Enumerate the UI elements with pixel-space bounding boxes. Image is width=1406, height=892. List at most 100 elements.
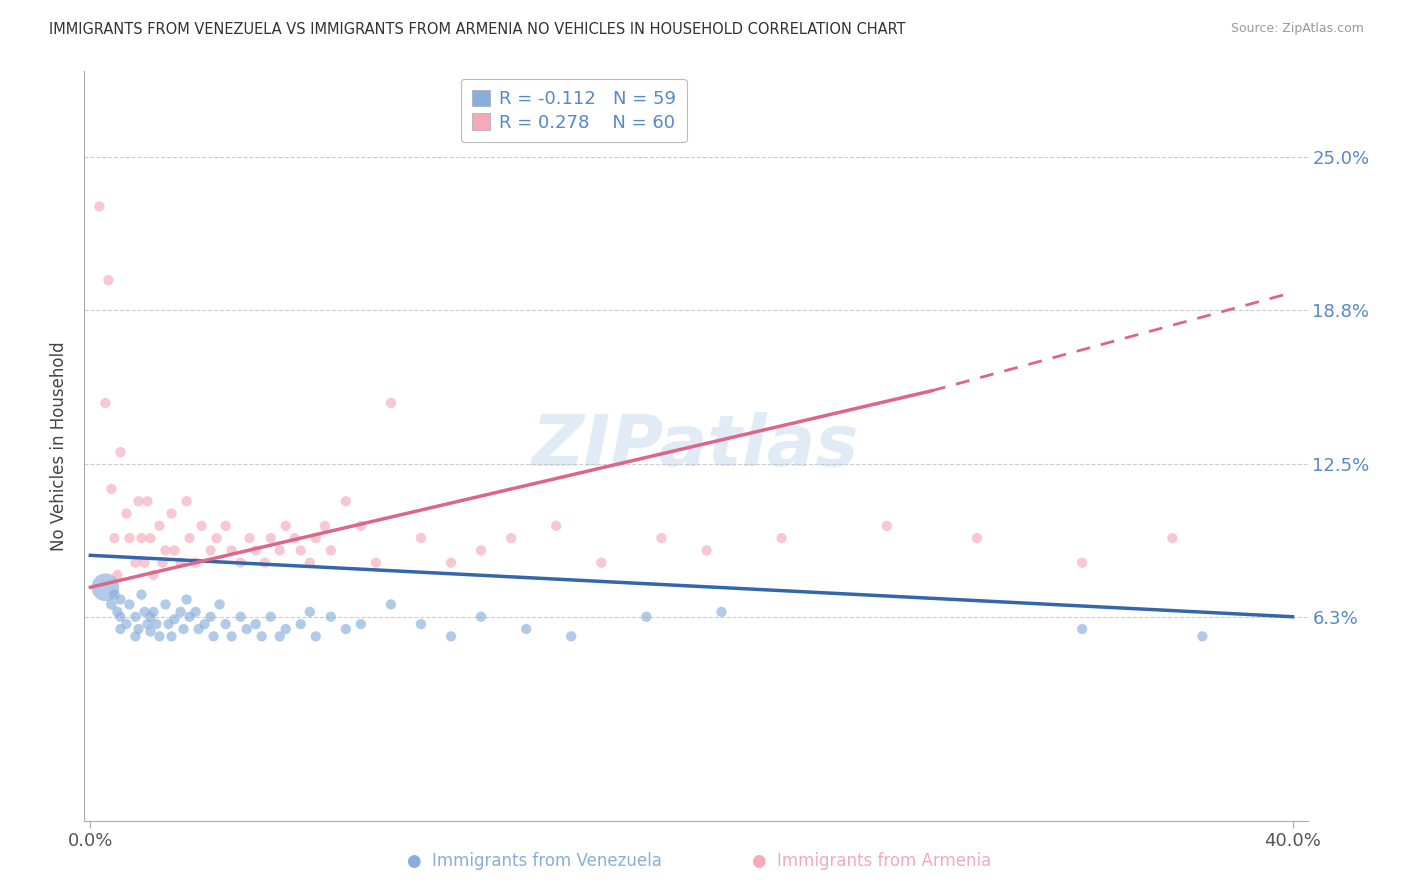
Point — [409, 531, 432, 545]
Point — [284, 531, 307, 545]
Point — [515, 622, 537, 636]
Point — [501, 531, 523, 545]
Point — [269, 629, 291, 643]
Point — [214, 617, 236, 632]
Point — [124, 629, 146, 643]
Point — [560, 629, 582, 643]
Text: ●  Immigrants from Armenia: ● Immigrants from Armenia — [752, 852, 991, 870]
Point — [160, 629, 183, 643]
Point — [94, 580, 117, 594]
Point — [155, 598, 177, 612]
Point — [200, 609, 222, 624]
Point — [173, 622, 195, 636]
Point — [160, 507, 183, 521]
Point — [190, 519, 212, 533]
Point — [97, 273, 120, 287]
Point — [298, 605, 321, 619]
Point — [380, 396, 402, 410]
Point — [229, 556, 252, 570]
Point — [127, 494, 149, 508]
Point — [110, 609, 132, 624]
Point — [205, 531, 228, 545]
Point — [184, 605, 207, 619]
Point — [274, 519, 297, 533]
Point — [131, 588, 153, 602]
Point — [118, 531, 141, 545]
Point — [202, 629, 225, 643]
Point — [94, 396, 117, 410]
Point — [163, 543, 186, 558]
Point — [179, 609, 201, 624]
Point — [364, 556, 387, 570]
Point — [770, 531, 793, 545]
Point — [1071, 622, 1094, 636]
Point — [239, 531, 262, 545]
Point — [1161, 531, 1184, 545]
Point — [115, 617, 138, 632]
Point — [103, 588, 125, 602]
Point — [214, 519, 236, 533]
Point — [710, 605, 733, 619]
Point — [136, 617, 159, 632]
Point — [139, 609, 162, 624]
Point — [319, 543, 342, 558]
Point — [124, 609, 146, 624]
Point — [148, 629, 170, 643]
Point — [163, 612, 186, 626]
Point — [245, 543, 267, 558]
Point — [290, 617, 312, 632]
Point — [253, 556, 276, 570]
Point — [470, 609, 492, 624]
Point — [184, 556, 207, 570]
Point — [200, 543, 222, 558]
Point — [194, 617, 217, 632]
Point — [134, 605, 156, 619]
Point — [103, 531, 125, 545]
Point — [100, 482, 122, 496]
Point — [274, 622, 297, 636]
Point — [350, 519, 373, 533]
Point — [187, 622, 209, 636]
Point — [1071, 556, 1094, 570]
Point — [470, 543, 492, 558]
Point — [142, 605, 165, 619]
Point — [110, 622, 132, 636]
Text: IMMIGRANTS FROM VENEZUELA VS IMMIGRANTS FROM ARMENIA NO VEHICLES IN HOUSEHOLD CO: IMMIGRANTS FROM VENEZUELA VS IMMIGRANTS … — [49, 22, 905, 37]
Point — [546, 519, 568, 533]
Point — [176, 592, 198, 607]
Point — [179, 531, 201, 545]
Point — [127, 622, 149, 636]
Point — [314, 519, 336, 533]
Point — [235, 622, 257, 636]
Point — [380, 598, 402, 612]
Point — [335, 494, 357, 508]
Point — [1191, 629, 1213, 643]
Point — [155, 543, 177, 558]
Point — [221, 629, 243, 643]
Point — [290, 543, 312, 558]
Point — [148, 519, 170, 533]
Point — [636, 609, 658, 624]
Point — [305, 531, 328, 545]
Point — [89, 199, 111, 213]
Point — [221, 543, 243, 558]
Point — [107, 568, 129, 582]
Point — [139, 531, 162, 545]
Text: Source: ZipAtlas.com: Source: ZipAtlas.com — [1230, 22, 1364, 36]
Point — [591, 556, 613, 570]
Point — [176, 494, 198, 508]
Point — [169, 605, 191, 619]
Point — [250, 629, 273, 643]
Point — [335, 622, 357, 636]
Point — [269, 543, 291, 558]
Point — [208, 598, 231, 612]
Point — [110, 445, 132, 459]
Point — [229, 609, 252, 624]
Point — [134, 556, 156, 570]
Text: ●  Immigrants from Venezuela: ● Immigrants from Venezuela — [406, 852, 662, 870]
Point — [350, 617, 373, 632]
Point — [245, 617, 267, 632]
Y-axis label: No Vehicles in Household: No Vehicles in Household — [51, 341, 69, 551]
Point — [124, 556, 146, 570]
Point — [131, 531, 153, 545]
